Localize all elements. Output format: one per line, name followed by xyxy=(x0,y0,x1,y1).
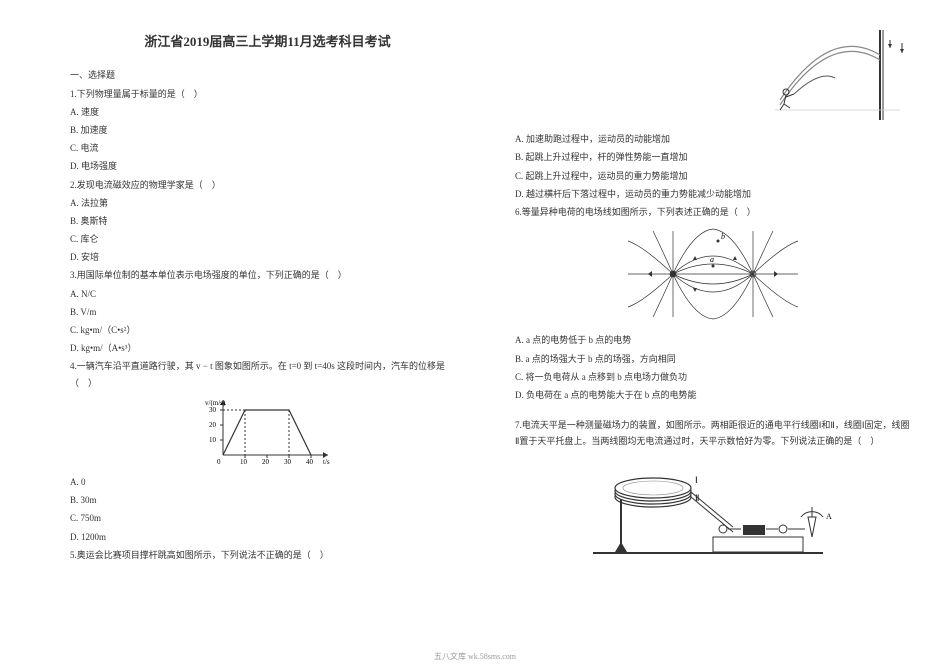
q7-stem: 7.电流天平是一种测量磁场力的装置，如图所示。两相距很近的通电平行线圈Ⅰ和Ⅱ，线… xyxy=(515,417,910,449)
q4-stem: 4.一辆汽车沿平直道路行驶，其 v − t 图象如图所示。在 t=0 到 t=4… xyxy=(70,358,465,390)
ammeter-a-label: A xyxy=(826,512,832,521)
q1-opt-d: D. 电场强度 xyxy=(70,158,465,174)
q5-opt-a: A. 加速助跑过程中，运动员的动能增加 xyxy=(515,131,910,147)
q1-opt-b: B. 加速度 xyxy=(70,122,465,138)
vt-y30: 30 xyxy=(209,406,217,414)
vt-graph: v/(m/s) t/s 10 20 30 0 10 20 30 40 xyxy=(70,395,465,470)
q2-opt-b: B. 奥斯特 xyxy=(70,213,465,229)
field-b-label: b xyxy=(721,232,725,241)
q5-stem: 5.奥运会比赛项目撑杆跳高如图所示，下列说法不正确的是（ ） xyxy=(70,547,465,563)
pole-vault-figure xyxy=(515,30,910,125)
q5-opt-d: D. 越过横杆后下落过程中，运动员的重力势能减少动能增加 xyxy=(515,186,910,202)
vt-x20: 20 xyxy=(262,458,270,465)
q6-opt-c: C. 将一负电荷从 a 点移到 b 点电场力做负功 xyxy=(515,369,910,385)
q5-opt-b: B. 起跳上升过程中，杆的弹性势能一直增加 xyxy=(515,149,910,165)
q2-opt-d: D. 安培 xyxy=(70,249,465,265)
q6-opt-a: A. a 点的电势低于 b 点的电势 xyxy=(515,332,910,348)
coil1-label: Ⅰ xyxy=(695,475,698,485)
q3-opt-a: A. N/C xyxy=(70,286,465,302)
q4-opt-a: A. 0 xyxy=(70,474,465,490)
current-balance-figure: Ⅰ Ⅱ A xyxy=(515,457,910,572)
q3-opt-b: B. V/m xyxy=(70,304,465,320)
vt-y20: 20 xyxy=(209,421,217,429)
q6-opt-b: B. a 点的场强大于 b 点的场强，方向相同 xyxy=(515,351,910,367)
q1-stem: 1.下列物理量属于标量的是（ ） xyxy=(70,86,465,102)
q1-opt-a: A. 速度 xyxy=(70,104,465,120)
vt-x30: 30 xyxy=(284,458,292,465)
q6-stem: 6.等量异种电荷的电场线如图所示，下列表述正确的是（ ） xyxy=(515,204,910,220)
q2-opt-a: A. 法拉第 xyxy=(70,195,465,211)
vt-x10: 10 xyxy=(240,458,248,465)
vt-x0: 0 xyxy=(217,458,221,465)
page-footer: 五八文库 wk.58sms.com xyxy=(0,650,950,664)
exam-title: 浙江省2019届高三上学期11月选考科目考试 xyxy=(70,30,465,53)
vt-xlabel: t/s xyxy=(323,458,330,465)
q3-opt-c: C. kg•m/（C•s²） xyxy=(70,322,465,338)
field-a-label: a xyxy=(710,255,714,264)
q3-opt-d: D. kg•m/（A•s³） xyxy=(70,340,465,356)
q4-opt-b: B. 30m xyxy=(70,492,465,508)
q6-opt-d: D. 负电荷在 a 点的电势能大于在 b 点的电势能 xyxy=(515,387,910,403)
q2-stem: 2.发现电流磁效应的物理学家是（ ） xyxy=(70,177,465,193)
q4-opt-c: C. 750m xyxy=(70,510,465,526)
q4-opt-d: D. 1200m xyxy=(70,529,465,545)
q1-opt-c: C. 电流 xyxy=(70,140,465,156)
q3-stem: 3.用国际单位制的基本单位表示电场强度的单位，下列正确的是（ ） xyxy=(70,267,465,283)
q2-opt-c: C. 库仑 xyxy=(70,231,465,247)
q5-opt-c: C. 起跳上升过程中，运动员的重力势能增加 xyxy=(515,168,910,184)
vt-y10: 10 xyxy=(209,436,217,444)
field-lines-figure: a b xyxy=(515,226,910,326)
section-heading: 一、选择题 xyxy=(70,67,465,83)
vt-x40: 40 xyxy=(306,458,314,465)
